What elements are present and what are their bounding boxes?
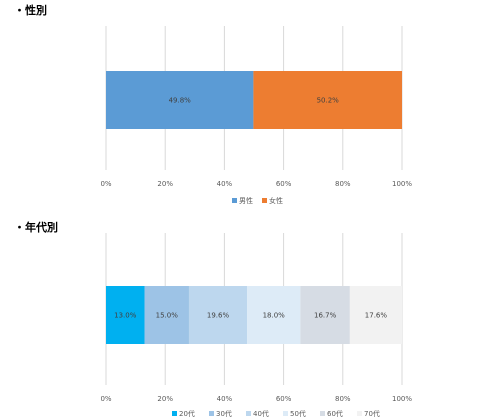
age-stacked-bar-chart: 0% 20% 40% 60% 80% 100% 13.0% 15.0% 19.6% 18.0% 16…: [100, 233, 412, 418]
age-legend-label: 20代: [179, 409, 195, 418]
age-x-tick-label: 0%: [100, 395, 111, 403]
gender-data-label: 50.2%: [317, 97, 340, 105]
gender-x-tick-label: 0%: [100, 180, 111, 188]
gender-x-tick-label: 60%: [276, 180, 292, 188]
age-legend-swatch: [209, 411, 214, 416]
age-legend-swatch: [246, 411, 251, 416]
age-bar-segment: [144, 286, 189, 344]
age-data-label: 17.6%: [365, 312, 388, 320]
age-legend-label: 30代: [216, 409, 232, 418]
gender-legend-label: 男性: [239, 196, 253, 205]
age-x-tick-label: 60%: [276, 395, 292, 403]
age-legend-swatch: [320, 411, 325, 416]
age-legend-label: 70代: [364, 409, 380, 418]
age-x-tick-label: 100%: [392, 395, 412, 403]
age-bar-segment: [300, 286, 350, 344]
gender-bar-segment: [253, 71, 402, 129]
age-legend-label: 60代: [327, 409, 343, 418]
gender-legend-swatch: [232, 198, 237, 203]
gender-legend-label: 女性: [269, 196, 283, 205]
age-data-label: 18.0%: [263, 312, 286, 320]
age-bar-segment: [188, 286, 248, 344]
gender-x-tick-label: 100%: [392, 180, 412, 188]
gender-legend-swatch: [262, 198, 267, 203]
section-title-gender: ・性別: [14, 4, 47, 17]
gender-stacked-bar-chart: 0% 20% 40% 60% 80% 100% 49.8% 50.2% 男性 女性: [100, 26, 412, 205]
gender-x-tick-label: 40%: [217, 180, 233, 188]
age-data-label: 19.6%: [207, 312, 230, 320]
age-legend-swatch: [283, 411, 288, 416]
gender-x-tick-label: 20%: [157, 180, 173, 188]
gender-bar-segment: [106, 71, 254, 129]
age-legend-swatch: [357, 411, 362, 416]
age-data-label: 15.0%: [156, 312, 179, 320]
age-bar-segment: [106, 286, 145, 344]
age-x-tick-label: 80%: [335, 395, 351, 403]
age-data-label: 13.0%: [114, 312, 137, 320]
section-title-age: ・年代別: [14, 221, 58, 234]
age-bar-segment: [349, 286, 402, 344]
gender-data-label: 49.8%: [169, 97, 192, 105]
age-x-tick-label: 40%: [217, 395, 233, 403]
age-data-label: 16.7%: [314, 312, 337, 320]
age-bar-segment: [247, 286, 301, 344]
age-legend-label: 50代: [290, 409, 306, 418]
age-x-tick-label: 20%: [157, 395, 173, 403]
age-legend-label: 40代: [253, 409, 269, 418]
age-legend-swatch: [172, 411, 177, 416]
gender-x-tick-label: 80%: [335, 180, 351, 188]
